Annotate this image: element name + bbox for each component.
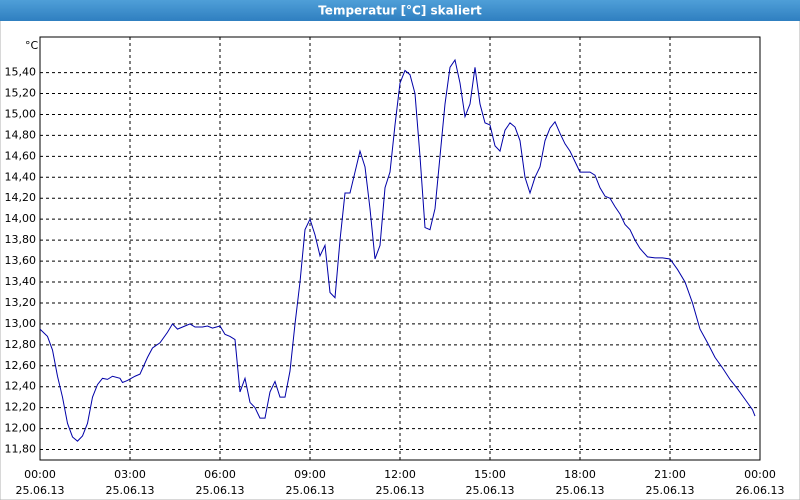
x-tick-date: 25.06.13: [16, 484, 65, 497]
y-tick-label: 12,40: [5, 380, 37, 393]
x-tick-label: 03:00: [114, 468, 146, 481]
y-unit: °C: [25, 39, 39, 52]
x-tick-label: 12:00: [384, 468, 416, 481]
y-tick-label: 13,20: [5, 296, 37, 309]
y-tick-label: 14,20: [5, 191, 37, 204]
y-tick-label: 12,60: [5, 359, 37, 372]
x-tick-label: 21:00: [654, 468, 686, 481]
x-tick-date: 25.06.13: [556, 484, 605, 497]
y-tick-label: 11,80: [5, 443, 37, 456]
x-tick-label: 15:00: [474, 468, 506, 481]
title-bar: [0, 0, 800, 21]
y-tick-label: 14,40: [5, 170, 37, 183]
y-tick-label: 15,20: [5, 87, 37, 100]
x-tick-date: 25.06.13: [196, 484, 245, 497]
x-tick-date: 25.06.13: [286, 484, 335, 497]
y-tick-label: 13,00: [5, 317, 37, 330]
x-tick-date: 25.06.13: [106, 484, 155, 497]
x-tick-label: 06:00: [204, 468, 236, 481]
y-tick-label: 12,80: [5, 338, 37, 351]
y-tick-label: 15,00: [5, 107, 37, 120]
y-tick-label: 13,40: [5, 275, 37, 288]
plot-frame: [39, 36, 761, 461]
x-tick-date: 25.06.13: [646, 484, 695, 497]
y-tick-label: 15,40: [5, 66, 37, 79]
y-tick-label: 13,80: [5, 233, 37, 246]
x-tick-label: 09:00: [294, 468, 326, 481]
chart-title: Temperatur [°C] skaliert: [318, 4, 482, 18]
y-tick-label: 12,00: [5, 422, 37, 435]
x-tick-label: 18:00: [564, 468, 596, 481]
y-tick-label: 13,60: [5, 254, 37, 267]
x-tick-label: 00:00: [24, 468, 56, 481]
y-tick-label: 12,20: [5, 401, 37, 414]
y-tick-label: 14,80: [5, 128, 37, 141]
x-tick-date: 26.06.13: [736, 484, 785, 497]
data-line: [39, 58, 756, 442]
x-tick-label: 00:00: [744, 468, 776, 481]
y-tick-label: 14,60: [5, 149, 37, 162]
y-tick-label: 14,00: [5, 212, 37, 225]
x-tick-date: 25.06.13: [376, 484, 425, 497]
x-tick-date: 25.06.13: [466, 484, 515, 497]
